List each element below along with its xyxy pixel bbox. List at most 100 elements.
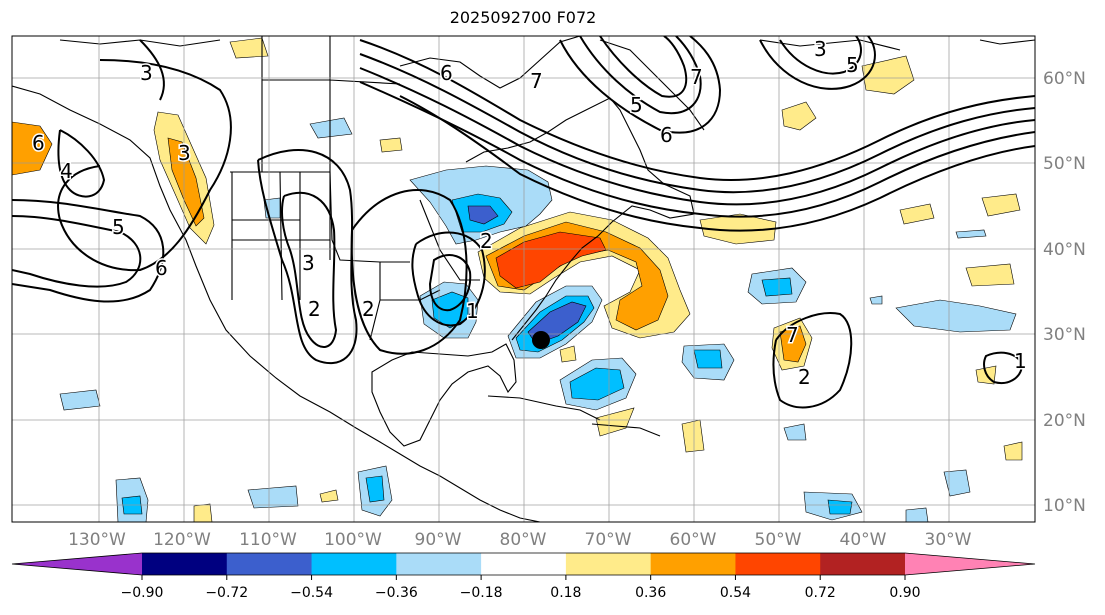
contour-label: 2 bbox=[308, 297, 321, 321]
contour-label: 3 bbox=[302, 251, 315, 275]
anomaly-area bbox=[899, 203, 935, 225]
lon-label: 70°W bbox=[585, 530, 632, 550]
contour-label: 2 bbox=[798, 365, 811, 389]
colorbar-segment bbox=[735, 553, 821, 575]
anomaly-area bbox=[1003, 441, 1023, 461]
colorbar-segment bbox=[481, 553, 567, 575]
anomaly-area bbox=[12, 121, 53, 176]
anomaly-area bbox=[783, 423, 807, 441]
contour-label: 6 bbox=[660, 123, 673, 147]
anomaly-area bbox=[699, 213, 777, 245]
contour-line-labels: 3 6 4 6 3 5 6 7 5 6 3 5 7 3 2 2 1 2 7 2 … bbox=[31, 36, 1029, 391]
lon-label: 120°W bbox=[153, 530, 211, 550]
colorbar-tick-label: −0.36 bbox=[375, 585, 418, 601]
contour-lines bbox=[12, 36, 1035, 409]
colorbar-segment bbox=[650, 553, 736, 575]
anomaly-area bbox=[905, 507, 929, 522]
positive-anomaly-areas bbox=[12, 37, 1023, 522]
anomaly-area bbox=[681, 419, 705, 453]
lat-label: 30°N bbox=[1043, 325, 1086, 345]
anomaly-area bbox=[761, 277, 793, 297]
colorbar-tick-label: −0.72 bbox=[205, 585, 248, 601]
anomaly-area bbox=[559, 345, 577, 363]
lon-label: 30°W bbox=[925, 530, 972, 550]
anomaly-area bbox=[193, 503, 213, 522]
contour-label: 7 bbox=[690, 65, 703, 89]
anomaly-area bbox=[981, 193, 1021, 217]
colorbar-segment bbox=[226, 553, 313, 575]
anomaly-area bbox=[319, 489, 339, 503]
map-title: 2025092700 F072 bbox=[449, 8, 597, 27]
lon-label: 90°W bbox=[415, 530, 462, 550]
anomaly-area bbox=[569, 367, 625, 401]
colorbar-segment bbox=[396, 553, 482, 575]
negative-anomaly-areas bbox=[59, 117, 1017, 522]
storm-center-marker bbox=[532, 331, 550, 349]
anomaly-area bbox=[247, 485, 299, 509]
anomaly-area bbox=[467, 205, 499, 225]
contour-label: 6 bbox=[440, 61, 453, 85]
lon-label: 130°W bbox=[68, 530, 126, 550]
anomaly-area bbox=[781, 101, 817, 131]
anomaly-area bbox=[895, 299, 1017, 333]
colorbar: −0.90 −0.72 −0.54 −0.36 −0.18 0.18 0.36 0.54 0.7… bbox=[11, 552, 1036, 601]
contour-label: 3 bbox=[814, 37, 827, 61]
lat-label: 50°N bbox=[1043, 154, 1086, 174]
contour-label: 3 bbox=[178, 141, 191, 165]
lon-label: 110°W bbox=[239, 530, 297, 550]
anomaly-area bbox=[309, 117, 353, 139]
lon-label: 80°W bbox=[500, 530, 547, 550]
anomaly-area bbox=[827, 499, 853, 515]
anomaly-area bbox=[943, 469, 971, 497]
contour-label: 5 bbox=[846, 53, 859, 77]
lat-label: 10°N bbox=[1043, 496, 1086, 516]
colorbar-segment bbox=[311, 553, 397, 575]
anomaly-area bbox=[779, 325, 807, 363]
lat-label: 40°N bbox=[1043, 240, 1086, 260]
map-frame bbox=[11, 35, 1036, 523]
contour-label: 4 bbox=[60, 159, 73, 183]
colorbar-tick-label: −0.54 bbox=[290, 585, 333, 601]
anomaly-area bbox=[693, 349, 723, 369]
anomaly-area bbox=[965, 263, 1015, 287]
anomaly-area bbox=[495, 231, 607, 289]
contour-label: 1 bbox=[1014, 349, 1027, 373]
lon-label: 40°W bbox=[840, 530, 887, 550]
contour-label: 5 bbox=[630, 93, 643, 117]
anomaly-area bbox=[955, 229, 987, 239]
contour-label: 6 bbox=[32, 131, 45, 155]
lon-label: 50°W bbox=[755, 530, 802, 550]
coastlines bbox=[12, 36, 1035, 522]
anomaly-area bbox=[59, 389, 101, 411]
contour-label: 1 bbox=[466, 299, 479, 323]
colorbar-extend-high bbox=[905, 553, 1035, 575]
latitude-labels: 60°N 50°N 40°N 30°N 20°N 10°N bbox=[1043, 69, 1086, 516]
anomaly-area bbox=[595, 407, 635, 437]
colorbar-tick-label: 0.36 bbox=[635, 585, 666, 601]
colorbar-tick-label: −0.18 bbox=[460, 585, 503, 601]
contour-label: 7 bbox=[786, 323, 799, 347]
colorbar-extend-low bbox=[12, 553, 142, 575]
lat-label: 60°N bbox=[1043, 69, 1086, 89]
contour-label: 6 bbox=[155, 256, 168, 280]
lon-label: 100°W bbox=[324, 530, 382, 550]
colorbar-tick-label: 0.90 bbox=[889, 585, 920, 601]
lat-label: 20°N bbox=[1043, 411, 1086, 431]
contour-label: 2 bbox=[480, 229, 493, 253]
lon-label: 60°W bbox=[670, 530, 717, 550]
colorbar-segment bbox=[820, 553, 906, 575]
anomaly-area bbox=[365, 475, 385, 503]
colorbar-tick-label: 0.72 bbox=[805, 585, 836, 601]
colorbar-tick-label: −0.90 bbox=[121, 585, 164, 601]
anomaly-area bbox=[861, 55, 915, 95]
longitude-labels: 130°W 120°W 110°W 100°W 90°W 80°W 70°W 6… bbox=[68, 530, 972, 550]
colorbar-tick-label: 0.18 bbox=[550, 585, 581, 601]
anomaly-area bbox=[379, 137, 403, 153]
anomaly-area bbox=[869, 295, 883, 305]
graticule bbox=[12, 36, 1035, 522]
contour-label: 2 bbox=[362, 297, 375, 321]
contour-label: 7 bbox=[530, 69, 543, 93]
colorbar-tick-label: 0.54 bbox=[720, 585, 751, 601]
colorbar-segment bbox=[142, 553, 228, 575]
